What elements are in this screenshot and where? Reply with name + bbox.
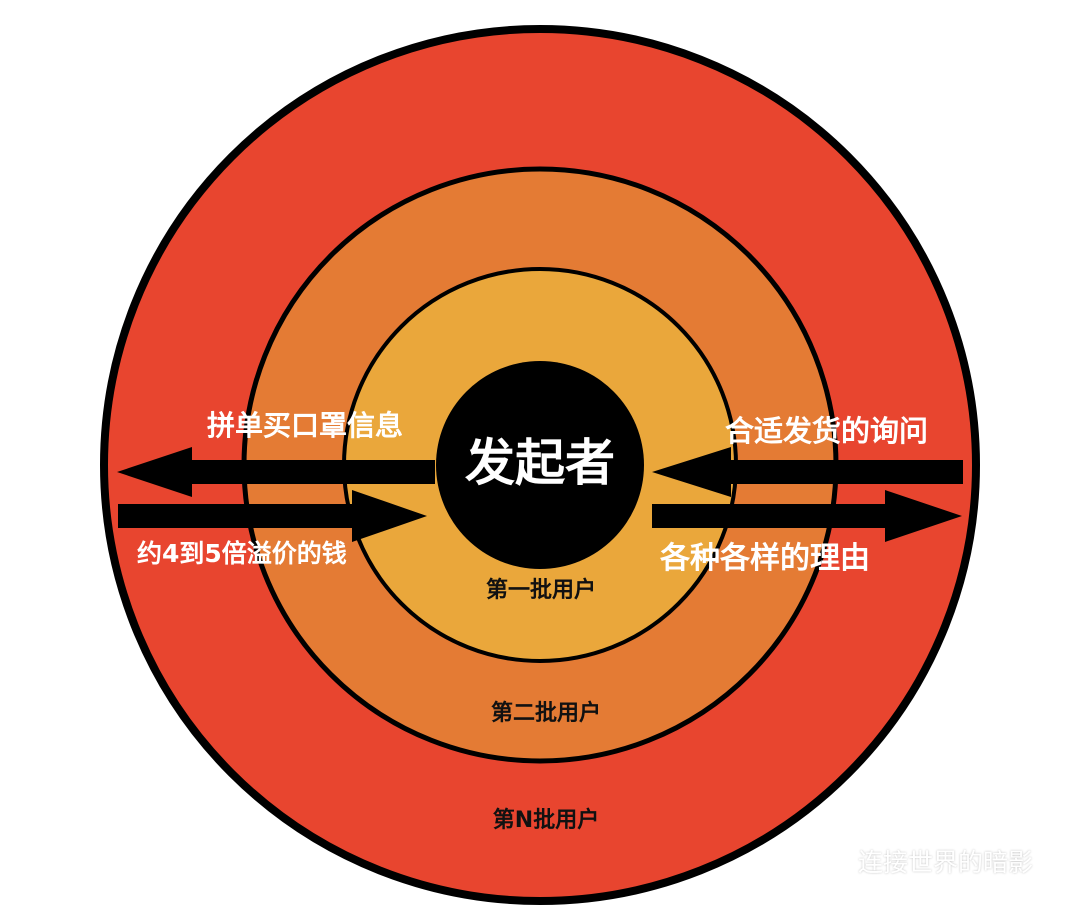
left-arrow-incoming	[118, 490, 427, 542]
right-bottom-flow-label: 各种各样的理由	[659, 541, 870, 576]
watermark: 连接世界的暗影	[812, 843, 1033, 879]
left-bottom-flow-label: 约4到5倍溢价的钱	[137, 539, 347, 568]
outer-ring-label: 第N批用户	[493, 807, 599, 833]
watermark-text: 连接世界的暗影	[858, 848, 1034, 877]
right-arrow-outgoing	[652, 490, 962, 542]
left-top-flow-label: 拼单买口罩信息	[207, 409, 403, 442]
left-arrow-outgoing	[117, 447, 435, 497]
center-label: 发起者	[465, 434, 615, 492]
middle-ring-label: 第二批用户	[491, 700, 601, 726]
wechat-icon	[812, 845, 850, 877]
right-arrow-incoming	[652, 447, 963, 497]
right-top-flow-label: 合适发货的询问	[725, 414, 928, 448]
center-circle	[436, 361, 644, 569]
inner-ring-label: 第一批用户	[486, 577, 596, 603]
